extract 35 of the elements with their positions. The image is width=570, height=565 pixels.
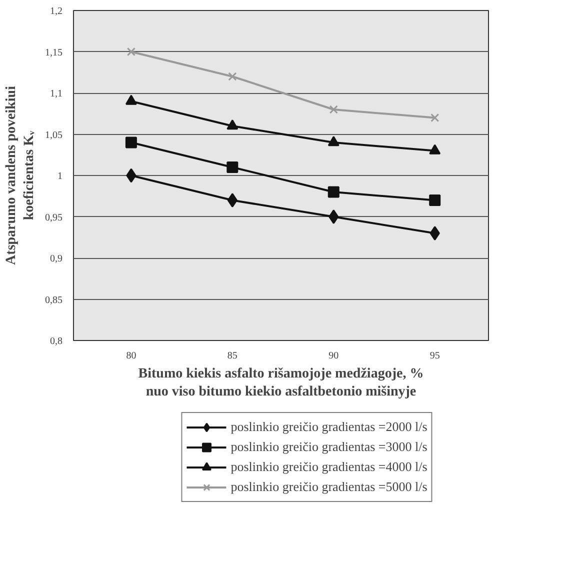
point <box>126 168 136 183</box>
point <box>126 47 136 56</box>
y-tick-label: 0,95 <box>45 212 62 224</box>
point <box>329 105 338 114</box>
point <box>125 136 137 148</box>
x-tick-label: 85 <box>227 350 238 362</box>
legend-label: poslinkio greičio gradientas =5000 l/s <box>230 479 428 495</box>
x-tick-label: 90 <box>328 350 339 362</box>
point <box>429 194 441 206</box>
x-tick-label: 80 <box>126 350 136 362</box>
y-tick-label: 0,9 <box>50 254 62 264</box>
y-tick-label: 1,2 <box>50 6 62 17</box>
y-tick-label: 1,1 <box>50 88 62 100</box>
y-tick-label: 1,15 <box>45 47 62 58</box>
point <box>430 113 440 122</box>
point <box>226 162 238 173</box>
point <box>328 210 339 224</box>
point <box>429 144 441 154</box>
y-tick-label: 0,85 <box>45 294 62 306</box>
y-tick-label: 1 <box>58 171 62 182</box>
point <box>125 94 137 105</box>
x-axis-title: Bitumo kiekis asfalto rišamojoje medžiagoje, % nuo viso bitumo kiekio asfaltbetonio mišinyje <box>138 366 424 400</box>
point <box>228 72 237 81</box>
y-axis-title: Atsparumo vandens poveikiui koeficientas Kᵥ <box>4 86 37 265</box>
y-tick-label: 1,05 <box>45 130 62 141</box>
point <box>328 136 340 146</box>
legend-label: poslinkio greičio gradientas =3000 l/s <box>230 439 428 455</box>
point <box>227 193 238 208</box>
point <box>430 226 440 240</box>
point <box>226 119 238 130</box>
y-tick-label: 0,8 <box>50 336 62 347</box>
legend-label: poslinkio greičio gradientas =4000 l/s <box>230 459 428 475</box>
legend-label: poslinkio greičio gradientas =2000 l/s <box>230 419 428 435</box>
x-tick-label: 95 <box>430 350 440 362</box>
point <box>328 186 340 198</box>
